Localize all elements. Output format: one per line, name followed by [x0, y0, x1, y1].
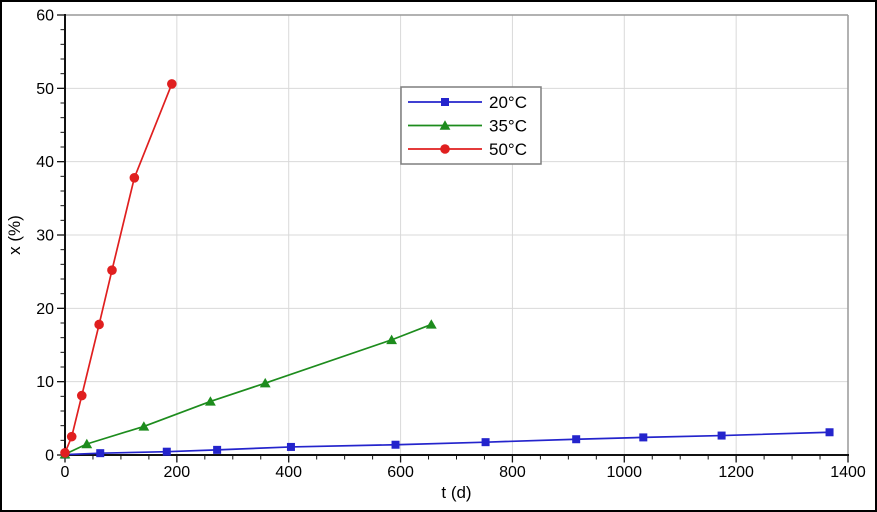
data-point-marker-2: [107, 265, 117, 276]
data-point-marker-0: [96, 449, 105, 458]
data-point-marker-1: [205, 396, 216, 406]
x-axis-title: t (d): [441, 483, 471, 502]
data-point-marker-1: [138, 421, 150, 431]
y-axis-tick-label: 0: [45, 448, 54, 465]
data-point-marker-2: [60, 448, 70, 458]
legend-label-2: 50°C: [489, 140, 527, 159]
data-point-marker-0: [162, 447, 171, 456]
y-axis-tick-label: 60: [36, 8, 54, 25]
x-axis-tick-label: 200: [164, 464, 191, 481]
y-axis-tick-label: 20: [36, 301, 54, 318]
data-point-marker-1: [425, 319, 437, 329]
x-axis-tick-label: 1000: [606, 464, 642, 481]
y-axis-tick-label: 40: [36, 154, 54, 171]
data-point-marker-2: [66, 431, 77, 442]
x-axis-tick-label: 0: [61, 464, 70, 481]
legend-label-0: 20°C: [489, 93, 527, 112]
data-point-marker-2: [129, 173, 140, 183]
data-point-marker-0: [286, 442, 295, 451]
data-point-marker-0: [825, 428, 834, 437]
data-point-marker-2: [94, 319, 104, 330]
legend-label-1: 35°C: [489, 117, 527, 136]
data-point-marker-1: [81, 438, 93, 449]
x-axis-tick-label: 400: [275, 464, 302, 481]
data-point-marker-1: [259, 377, 271, 388]
y-axis-tick-label: 10: [36, 374, 54, 391]
x-axis-tick-label: 1400: [830, 464, 866, 481]
data-point-marker-2: [167, 79, 177, 89]
y-axis-tick-label: 50: [36, 81, 54, 98]
data-point-marker-0: [717, 431, 726, 440]
y-axis-title: x (%): [5, 215, 24, 255]
data-point-marker-0: [572, 435, 581, 444]
legend-sample-marker-0: [441, 98, 449, 106]
legend-sample-marker-1: [439, 120, 451, 130]
data-point-marker-0: [391, 440, 400, 449]
x-axis-tick-label: 1200: [718, 464, 754, 481]
data-point-marker-2: [76, 390, 87, 401]
data-point-marker-1: [386, 334, 398, 345]
data-point-marker-0: [639, 433, 648, 442]
data-point-marker-0: [481, 438, 490, 447]
x-axis-tick-label: 600: [387, 464, 414, 481]
x-axis-tick-label: 800: [499, 464, 526, 481]
y-axis-tick-label: 30: [36, 228, 54, 245]
legend-sample-marker-2: [440, 144, 450, 154]
data-point-marker-0: [213, 445, 222, 454]
